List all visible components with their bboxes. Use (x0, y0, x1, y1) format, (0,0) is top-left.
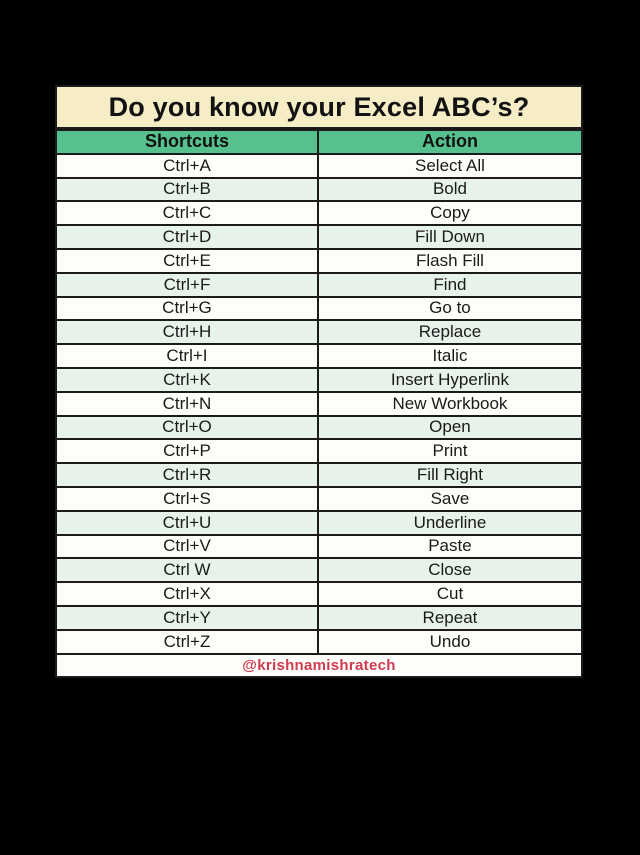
table-row: Ctrl+Z Undo (55, 628, 584, 655)
author-handle: @krishnamishratech (55, 652, 583, 679)
table-row: Ctrl+K Insert Hyperlink (55, 366, 584, 393)
action-cell: Print (316, 438, 584, 465)
table-row: Ctrl+V Paste (55, 533, 584, 560)
table-row: Ctrl+X Cut (55, 581, 584, 607)
action-cell: New Workbook (316, 390, 584, 417)
shortcut-cell: Ctrl+G (55, 295, 319, 322)
action-cell: Fill Right (316, 462, 584, 488)
shortcut-cell: Ctrl+E (55, 247, 319, 274)
action-cell: Go to (316, 295, 584, 322)
action-cell: Bold (316, 176, 584, 203)
shortcut-cell: Ctrl+C (55, 200, 319, 227)
action-cell: Undo (316, 628, 584, 655)
shortcut-cell: Ctrl+B (55, 176, 319, 203)
table-row: Ctrl W Close (55, 557, 584, 584)
table-row: Ctrl+F Find (55, 271, 584, 298)
shortcut-cell: Ctrl+U (55, 509, 319, 536)
shortcut-cell: Ctrl+Z (55, 628, 319, 655)
table-row: Ctrl+H Replace (55, 319, 584, 346)
table-row: Ctrl+D Fill Down (55, 224, 584, 250)
action-cell: Repeat (316, 604, 584, 631)
shortcut-cell: Ctrl+D (55, 224, 319, 250)
action-cell: Find (316, 271, 584, 298)
shortcut-cell: Ctrl+F (55, 271, 319, 298)
action-cell: Insert Hyperlink (316, 366, 584, 393)
table-row: Ctrl+N New Workbook (55, 390, 584, 417)
table-row: Ctrl+O Open (55, 414, 584, 441)
action-cell: Replace (316, 319, 584, 346)
table-row: Ctrl+S Save (55, 485, 584, 512)
table-row: Ctrl+E Flash Fill (55, 247, 584, 274)
shortcut-cell: Ctrl+H (55, 319, 319, 346)
table-row: Ctrl+R Fill Right (55, 462, 584, 488)
table-header-row: Shortcuts Action (55, 129, 584, 155)
shortcut-cell: Ctrl+Y (55, 604, 319, 631)
shortcut-poster: Do you know your Excel ABC’s? Shortcuts … (55, 85, 584, 679)
shortcut-cell: Ctrl+O (55, 414, 319, 441)
action-cell: Flash Fill (316, 247, 584, 274)
shortcut-cell: Ctrl+N (55, 390, 319, 417)
shortcut-cell: Ctrl+I (55, 343, 319, 369)
action-cell: Copy (316, 200, 584, 227)
table-row: Ctrl+G Go to (55, 295, 584, 322)
action-cell: Underline (316, 509, 584, 536)
table-row: Ctrl+U Underline (55, 509, 584, 536)
column-header-shortcuts: Shortcuts (55, 129, 319, 155)
footer-row: @krishnamishratech (55, 652, 583, 679)
action-cell: Cut (316, 581, 584, 607)
action-cell: Open (316, 414, 584, 441)
action-cell: Close (316, 557, 584, 584)
table-row: Ctrl+B Bold (55, 176, 584, 203)
action-cell: Save (316, 485, 584, 512)
shortcut-cell: Ctrl+X (55, 581, 319, 607)
table-row: Ctrl+I Italic (55, 343, 584, 369)
action-cell: Fill Down (316, 224, 584, 250)
shortcut-cell: Ctrl+S (55, 485, 319, 512)
action-cell: Paste (316, 533, 584, 560)
shortcut-cell: Ctrl+V (55, 533, 319, 560)
action-cell: Select All (316, 152, 584, 179)
action-cell: Italic (316, 343, 584, 369)
table-row: Ctrl+C Copy (55, 200, 584, 227)
shortcut-cell: Ctrl+R (55, 462, 319, 488)
column-header-action: Action (316, 129, 584, 155)
shortcut-cell: Ctrl+K (55, 366, 319, 393)
shortcut-cell: Ctrl+P (55, 438, 319, 465)
page-title: Do you know your Excel ABC’s? (55, 85, 583, 129)
shortcuts-table: Shortcuts Action Ctrl+A Select All Ctrl+B B… (55, 129, 584, 679)
table-row: Ctrl+Y Repeat (55, 604, 584, 631)
table-row: Ctrl+A Select All (55, 152, 584, 179)
shortcut-cell: Ctrl W (55, 557, 319, 584)
shortcut-cell: Ctrl+A (55, 152, 319, 179)
table-row: Ctrl+P Print (55, 438, 584, 465)
